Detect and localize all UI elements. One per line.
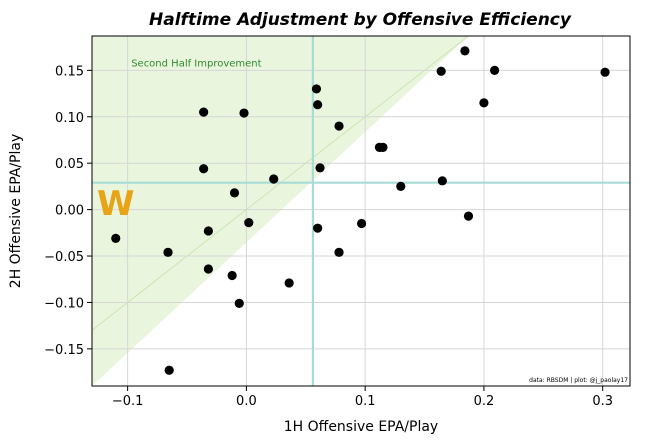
data-point bbox=[378, 142, 388, 153]
data-point bbox=[284, 278, 294, 288]
y-axis-ticks: −0.15 −0.10 −0.05 0.00 0.05 0.10 0.15 bbox=[44, 64, 92, 358]
data-point bbox=[436, 66, 446, 76]
data-point bbox=[356, 218, 367, 229]
y-tick-label: −0.10 bbox=[44, 296, 84, 311]
data-point bbox=[437, 176, 447, 186]
data-point bbox=[315, 163, 325, 173]
x-axis-label: 1H Offensive EPA/Play bbox=[284, 419, 438, 435]
data-point bbox=[334, 121, 344, 131]
y-tick-label: −0.05 bbox=[44, 250, 84, 265]
data-point bbox=[311, 84, 322, 94]
improvement-boundary bbox=[92, 36, 469, 331]
data-point bbox=[199, 107, 209, 117]
y-tick-label: −0.15 bbox=[44, 343, 84, 358]
improvement-region-label: Second Half Improvement bbox=[131, 59, 261, 70]
team-logo-w: W bbox=[97, 184, 135, 224]
data-point bbox=[490, 65, 500, 75]
x-tick-label: −0.1 bbox=[112, 394, 144, 409]
data-point bbox=[269, 174, 279, 184]
x-tick-label: 0.2 bbox=[474, 394, 495, 409]
x-axis-ticks: −0.1 0.0 0.1 0.2 0.3 bbox=[112, 386, 613, 409]
data-point bbox=[479, 98, 489, 108]
data-point bbox=[239, 108, 249, 118]
data-point bbox=[244, 218, 254, 228]
data-point bbox=[234, 298, 244, 308]
y-tick-label: 0.15 bbox=[55, 64, 84, 79]
data-point bbox=[199, 164, 209, 174]
chart-title: Halftime Adjustment by Offensive Efficie… bbox=[149, 10, 572, 30]
data-point bbox=[334, 247, 344, 257]
plot-frame bbox=[91, 35, 631, 387]
data-point bbox=[111, 233, 121, 243]
y-tick-label: 0.10 bbox=[55, 111, 84, 126]
data-point bbox=[313, 100, 323, 110]
y-tick-label: 0.05 bbox=[55, 157, 84, 172]
x-tick-label: 0.0 bbox=[236, 394, 257, 409]
data-credit: data: RBSDM | plot: @j_paolay17 bbox=[529, 377, 628, 384]
x-tick-label: 0.3 bbox=[592, 394, 613, 409]
data-points bbox=[111, 46, 610, 375]
data-point bbox=[396, 181, 406, 191]
y-axis-label: 2H Offensive EPA/Play bbox=[8, 134, 24, 288]
data-point bbox=[313, 223, 323, 233]
data-point bbox=[227, 270, 237, 281]
data-point bbox=[600, 67, 610, 77]
plot-area: Second Half Improvement W data: RBSDM | … bbox=[92, 36, 630, 386]
x-tick-label: 0.1 bbox=[355, 394, 376, 409]
y-tick-label: 0.00 bbox=[55, 204, 84, 219]
data-point bbox=[164, 365, 174, 375]
grid-lines bbox=[92, 36, 630, 386]
data-point bbox=[460, 46, 470, 56]
data-point bbox=[203, 264, 213, 274]
data-point bbox=[463, 211, 474, 221]
improvement-region bbox=[92, 36, 469, 386]
data-point bbox=[203, 226, 213, 236]
data-point bbox=[163, 247, 173, 257]
data-point bbox=[229, 188, 240, 198]
